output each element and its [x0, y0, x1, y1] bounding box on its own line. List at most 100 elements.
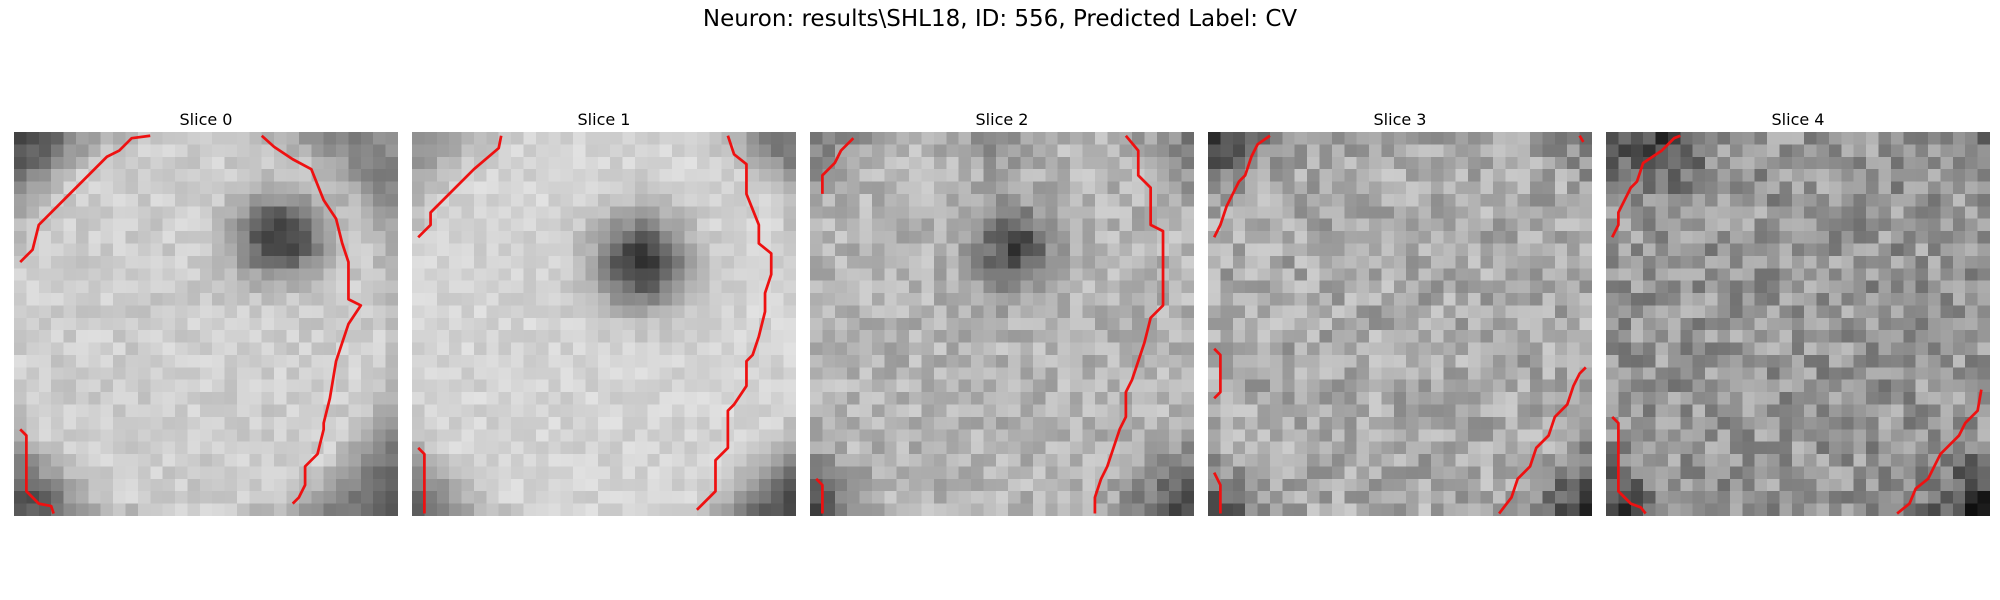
pixel [1144, 454, 1158, 467]
pixel [461, 218, 475, 232]
pixel [1630, 491, 1644, 504]
pixel [113, 280, 126, 294]
pixel [274, 280, 287, 294]
pixel [1767, 478, 1780, 492]
pixel [1020, 392, 1034, 405]
pixel [360, 330, 374, 343]
pixel [1468, 181, 1481, 195]
pixel [535, 330, 549, 343]
pixel [1554, 169, 1568, 182]
pixel [1443, 132, 1456, 145]
pixel [1132, 441, 1145, 455]
pixel [634, 454, 648, 467]
pixel [1156, 181, 1170, 195]
pixel [896, 243, 910, 257]
pixel [1505, 367, 1518, 380]
pixel [847, 218, 860, 232]
pixel [734, 169, 747, 182]
pixel [1606, 268, 1619, 281]
pixel [1791, 280, 1805, 294]
pixel [1816, 193, 1830, 207]
pixel [1032, 255, 1046, 269]
pixel [971, 144, 984, 158]
pixel [859, 404, 873, 418]
pixel [1530, 503, 1543, 516]
pixel [1094, 293, 1108, 306]
pixel [323, 342, 337, 356]
pixel [1878, 330, 1892, 343]
pixel [1680, 317, 1693, 331]
pixel [1940, 206, 1954, 219]
pixel [647, 317, 660, 331]
pixel [734, 478, 747, 492]
pixel [249, 392, 262, 405]
pixel [1554, 367, 1568, 380]
pixel [1132, 218, 1145, 232]
pixel [1928, 404, 1941, 418]
pixel [1542, 379, 1556, 393]
pixel [175, 392, 188, 405]
pixel [224, 231, 238, 244]
pixel [1369, 503, 1382, 516]
pixel [1393, 144, 1407, 158]
pixel [75, 132, 89, 145]
pixel [1294, 342, 1308, 356]
pixel [684, 132, 698, 145]
pixel [63, 330, 77, 343]
pixel [696, 193, 710, 207]
pixel [585, 280, 599, 294]
pixel [783, 354, 796, 368]
pixel [971, 404, 984, 418]
pixel [672, 280, 685, 294]
pixel [1754, 330, 1768, 343]
pixel [1618, 454, 1632, 467]
pixel [1319, 206, 1333, 219]
pixel [758, 441, 772, 455]
pixel [1356, 280, 1370, 294]
pixel [113, 454, 126, 467]
pixel [249, 156, 262, 170]
pixel [523, 454, 537, 467]
pixel [1606, 193, 1619, 207]
pixel [1430, 305, 1444, 319]
pixel [1742, 491, 1755, 504]
pixel [63, 392, 77, 405]
pixel [26, 169, 40, 182]
pixel [1530, 144, 1543, 158]
pixel [187, 466, 201, 480]
pixel [659, 156, 673, 170]
pixel [1443, 218, 1456, 232]
pixel [909, 231, 922, 244]
pixel [348, 379, 362, 393]
pixel [647, 193, 660, 207]
pixel [274, 392, 287, 405]
pixel [1567, 293, 1580, 306]
pixel [336, 268, 349, 281]
pixel [1505, 169, 1518, 182]
pixel [610, 317, 623, 331]
pixel [1754, 466, 1768, 480]
pixel [1070, 218, 1083, 232]
pixel [473, 330, 487, 343]
pixel [1965, 354, 1978, 368]
pixel [810, 379, 823, 393]
pixel [1269, 144, 1283, 158]
pixel [1530, 317, 1543, 331]
pixel [75, 454, 89, 467]
pixel [1828, 268, 1842, 281]
pixel [1828, 293, 1842, 306]
pixel [610, 193, 623, 207]
pixel [1070, 156, 1083, 170]
pixel [1269, 330, 1283, 343]
pixel [1729, 354, 1743, 368]
pixel [1344, 280, 1357, 294]
pixel [449, 231, 462, 244]
pixel [946, 181, 959, 195]
pixel [1381, 305, 1395, 319]
pixel [1032, 305, 1046, 319]
pixel [1853, 243, 1867, 257]
contour-line [260, 134, 363, 505]
pixel [473, 429, 487, 442]
pixel [63, 255, 77, 269]
pixel [1579, 305, 1592, 319]
